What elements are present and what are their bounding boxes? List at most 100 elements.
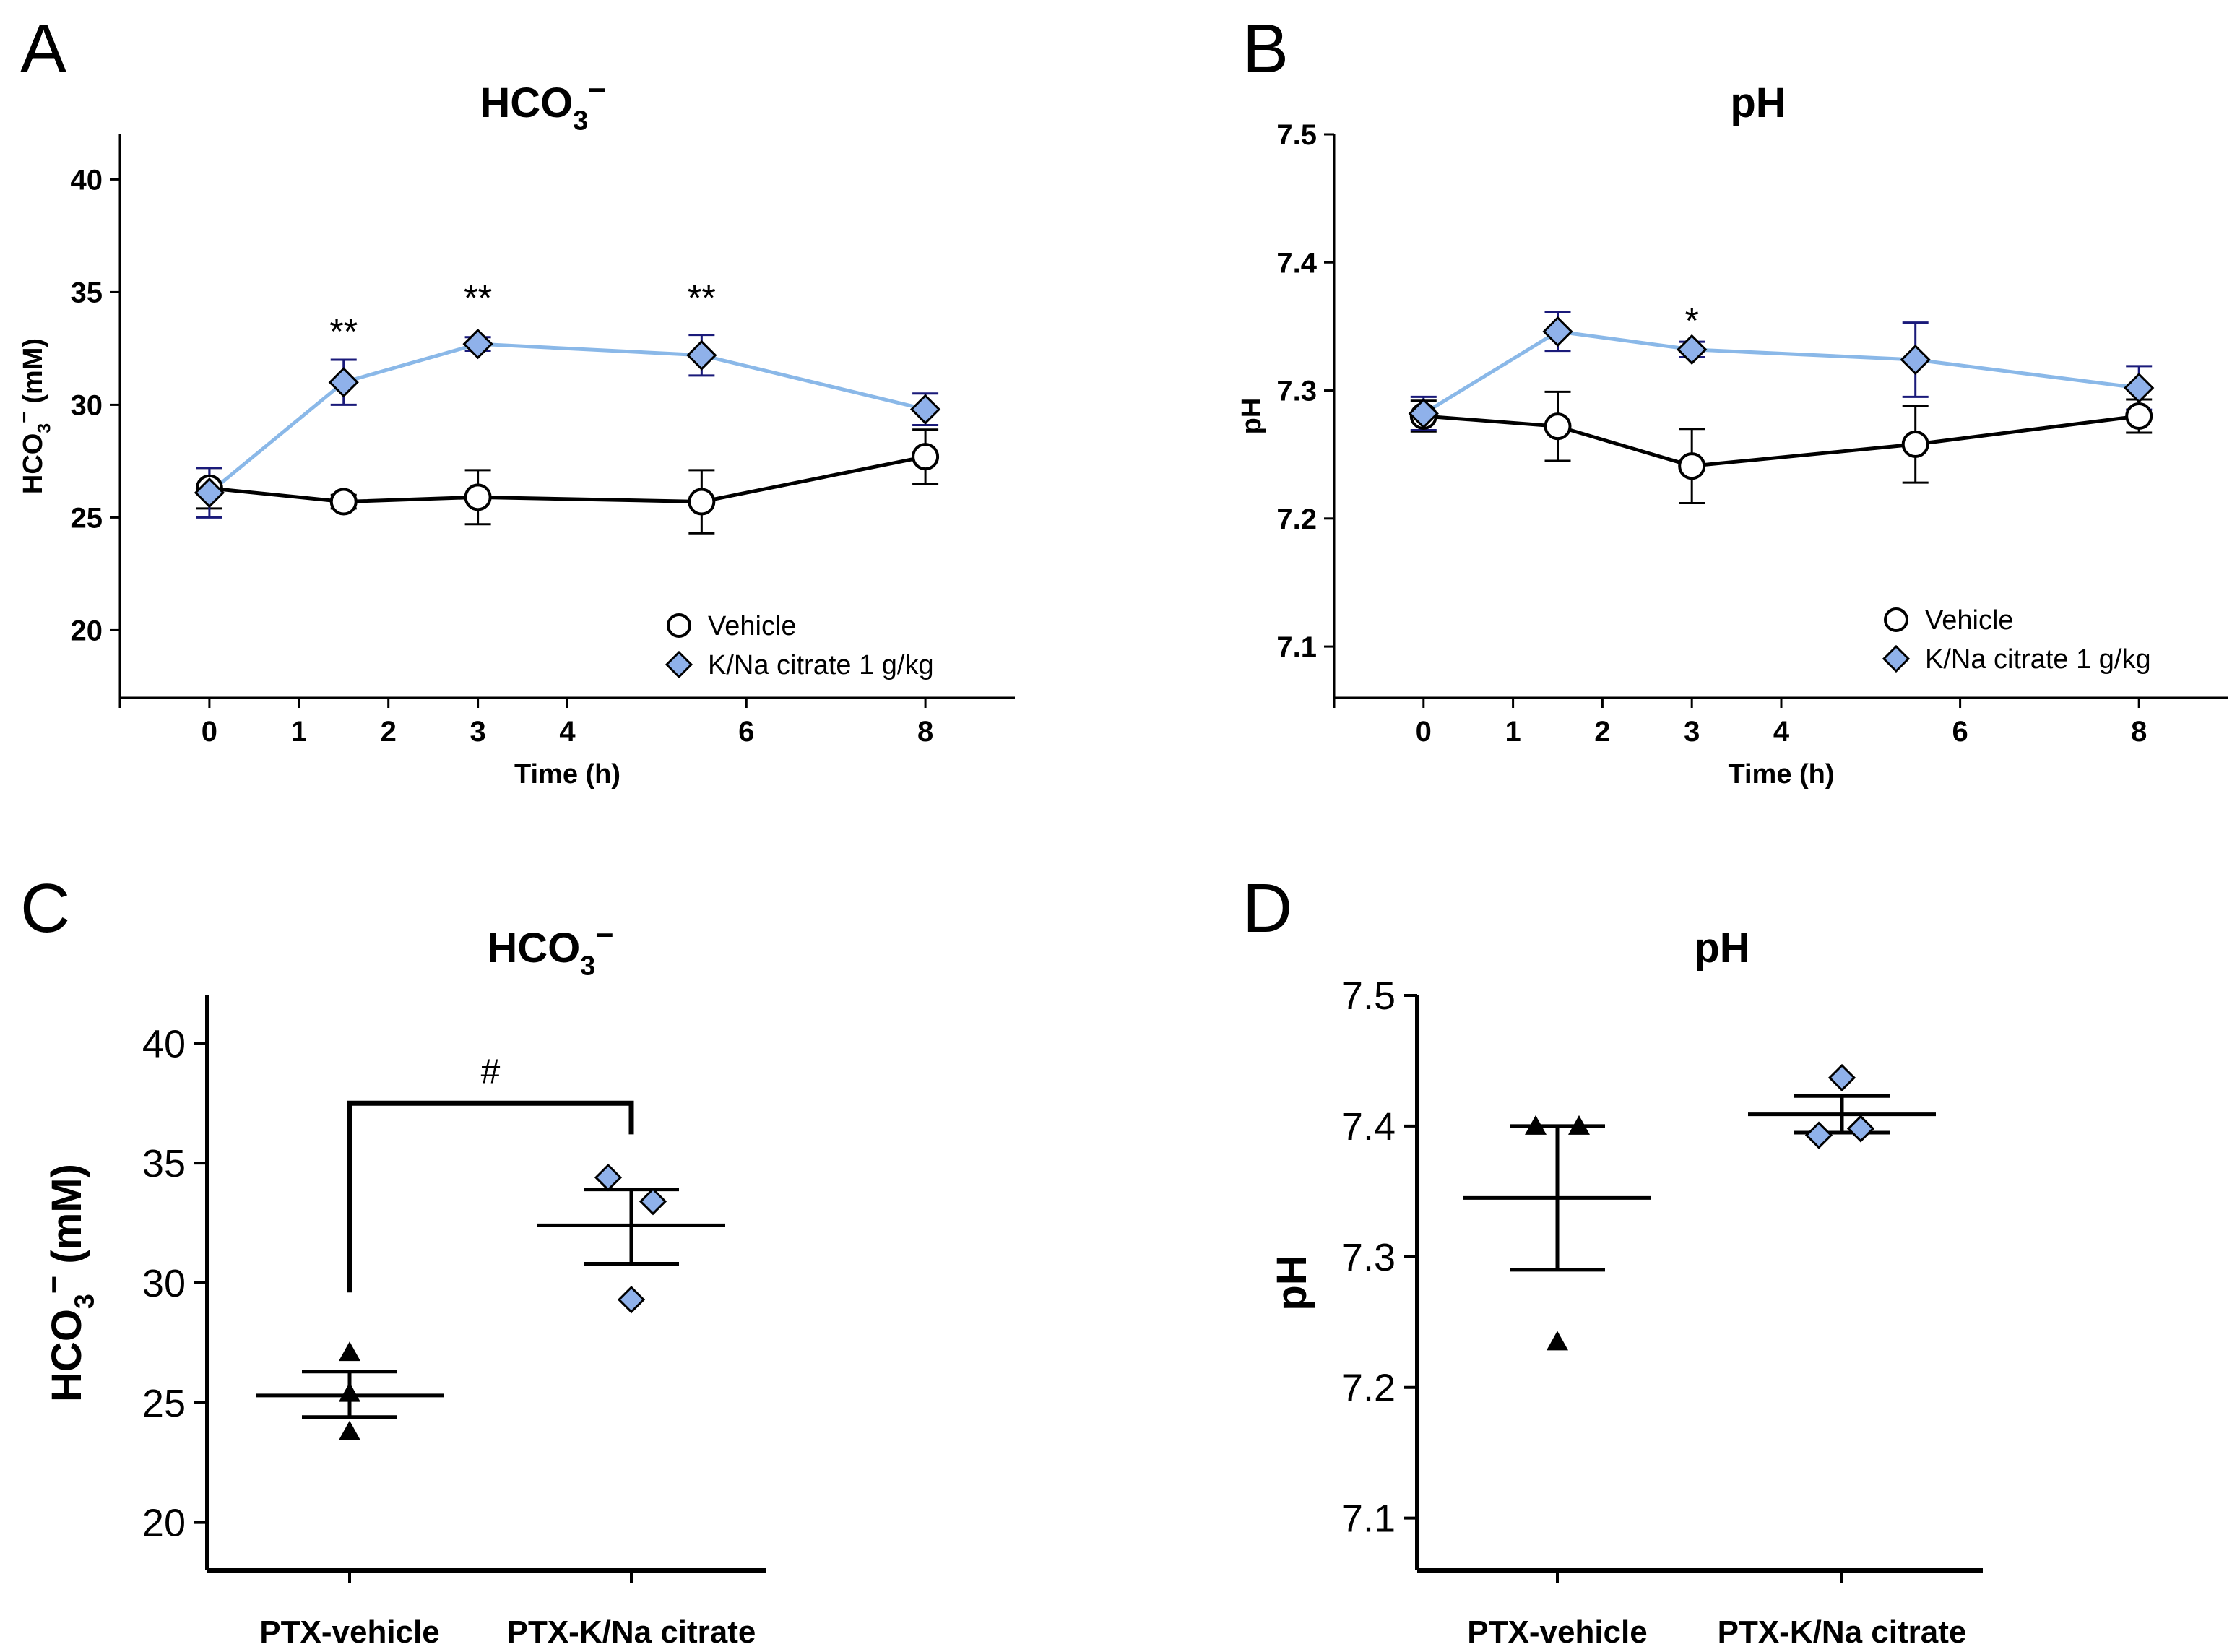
panel-b-chart: 7.1 7.2 7.3 7.4 7.5 0 1 2 3 4 6 8 Time (h) pH pH * Vehic… <box>1237 79 2228 790</box>
vehicle-point <box>329 488 358 516</box>
citrate-point <box>462 329 493 360</box>
vehicle-point <box>1901 431 1929 458</box>
data-point-triangle <box>1547 1331 1568 1351</box>
citrate-line <box>1422 329 2140 415</box>
data-point-triangle <box>1568 1115 1590 1135</box>
data-point-diamond <box>617 1286 646 1314</box>
y-axis-label: pH <box>1268 1255 1315 1310</box>
legend-vehicle-label: Vehicle <box>708 611 797 641</box>
panel-letter-b: B <box>1242 10 1289 87</box>
x-tick-label: 8 <box>2131 716 2147 748</box>
panel-letter-d: D <box>1242 870 1292 947</box>
data-point-diamond <box>639 1188 667 1216</box>
chart-title: pH <box>1694 925 1749 972</box>
vehicle-point <box>912 443 940 471</box>
citrate-point <box>1677 334 1708 365</box>
significance-marker: * <box>1684 300 1698 341</box>
x-tick-label: 3 <box>470 716 485 748</box>
y-axis-label: HCO3− (mM) <box>37 1164 100 1402</box>
y-tick-label: 7.2 <box>1341 1367 1396 1410</box>
vehicle-point <box>1678 452 1706 480</box>
citrate-point <box>1542 316 1573 347</box>
x-tick-label: 0 <box>202 716 217 748</box>
x-tick-label: 8 <box>917 716 933 748</box>
panel-c-chart: 20 25 30 35 40 PTX-vehicle PTX-K/Na citrate HCO… <box>37 918 766 1650</box>
y-tick-label: 7.5 <box>1276 119 1317 151</box>
significance-marker: ** <box>464 277 492 318</box>
data-point-diamond <box>1804 1121 1833 1149</box>
vehicle-point <box>464 483 492 511</box>
significance-marker: ** <box>688 277 716 318</box>
category-label: PTX-K/Na citrate <box>507 1614 756 1650</box>
x-tick-label: 1 <box>291 716 307 748</box>
x-tick-label: 6 <box>738 716 754 748</box>
y-tick-label: 7.5 <box>1341 974 1396 1018</box>
legend-vehicle-marker <box>667 613 691 638</box>
y-tick-label: 7.4 <box>1341 1105 1396 1149</box>
citrate-point <box>686 340 717 371</box>
data-point-triangle <box>1525 1115 1547 1135</box>
y-tick-label: 20 <box>71 615 103 646</box>
y-tick-label: 35 <box>142 1142 186 1185</box>
data-point-triangle <box>339 1420 360 1440</box>
citrate-point <box>1408 398 1439 429</box>
data-point-diamond <box>1827 1063 1856 1092</box>
y-tick-label: 35 <box>71 277 103 308</box>
x-tick-label: 3 <box>1684 716 1700 748</box>
y-tick-label: 20 <box>142 1502 186 1545</box>
x-tick-label: 4 <box>559 716 576 748</box>
y-tick-label: 7.2 <box>1276 503 1317 535</box>
y-tick-label: 7.1 <box>1341 1497 1396 1541</box>
vehicle-point <box>2125 402 2153 430</box>
x-tick-label: 2 <box>1594 716 1610 748</box>
significance-bracket <box>347 1100 634 1293</box>
x-tick-label: 4 <box>1773 716 1790 748</box>
chart-title: HCO3− <box>480 73 606 136</box>
vehicle-line <box>1423 414 2140 468</box>
category-label: PTX-vehicle <box>1467 1614 1647 1650</box>
y-tick-label: 40 <box>71 164 103 196</box>
significance-marker: # <box>481 1052 501 1091</box>
x-tick-label: 6 <box>1952 716 1968 748</box>
panel-d-chart: 7.1 7.2 7.3 7.4 7.5 PTX-vehicle PTX-K/Na citra… <box>1268 925 1983 1650</box>
legend-citrate-marker <box>665 650 693 679</box>
citrate-point <box>194 477 225 509</box>
citrate-line <box>208 342 926 495</box>
category-label: PTX-vehicle <box>259 1614 439 1650</box>
x-tick-label: 0 <box>1416 716 1432 748</box>
panel-a-chart: 20 25 30 35 40 0 1 2 3 4 6 8 Time (h) HCO3− (mM) HCO3−… <box>13 73 1015 790</box>
citrate-point <box>909 394 941 425</box>
citrate-point <box>328 367 359 398</box>
x-tick-label: 1 <box>1505 716 1521 748</box>
citrate-point <box>1900 344 1931 376</box>
x-tick-label: 2 <box>381 716 397 748</box>
vehicle-point <box>1544 412 1572 441</box>
chart-title: HCO3− <box>487 918 613 981</box>
y-tick-label: 7.4 <box>1276 247 1317 279</box>
legend-citrate-label: K/Na citrate 1 g/kg <box>708 650 934 680</box>
y-tick-label: 25 <box>71 502 103 534</box>
panel-letter-a: A <box>20 10 66 87</box>
legend-citrate-label: K/Na citrate 1 g/kg <box>1925 644 2151 675</box>
y-axis-label: HCO3− (mM) <box>13 338 55 494</box>
data-point-diamond <box>594 1163 623 1192</box>
y-tick-label: 7.3 <box>1341 1236 1396 1279</box>
legend-vehicle-label: Vehicle <box>1925 605 2014 636</box>
legend-vehicle-marker <box>1884 607 1908 632</box>
data-point-diamond <box>1846 1115 1875 1143</box>
vehicle-point <box>688 488 716 516</box>
x-axis-label: Time (h) <box>1728 759 1834 790</box>
y-tick-label: 25 <box>142 1382 186 1425</box>
legend-citrate-marker <box>1882 644 1911 673</box>
y-tick-label: 40 <box>142 1022 186 1065</box>
chart-title: pH <box>1730 79 1786 126</box>
y-tick-label: 30 <box>71 389 103 421</box>
y-axis-label: pH <box>1237 398 1267 435</box>
y-tick-label: 30 <box>142 1262 186 1305</box>
citrate-point <box>2124 372 2155 404</box>
significance-marker: ** <box>329 311 358 352</box>
x-axis-label: Time (h) <box>514 759 620 790</box>
category-label: PTX-K/Na citrate <box>1718 1614 1967 1650</box>
y-tick-label: 7.3 <box>1276 376 1317 407</box>
